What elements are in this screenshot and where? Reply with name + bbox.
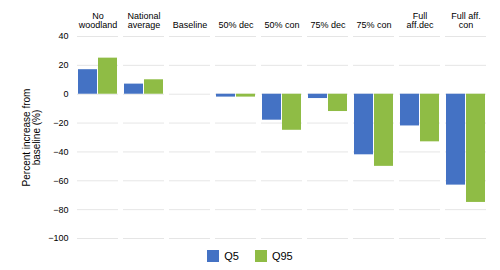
html-text:Q95: Q95: [271, 250, 293, 262]
svg-text:75% con: 75% con: [356, 20, 391, 30]
svg-text:−100: −100: [48, 233, 68, 243]
svg-text:40: 40: [58, 31, 68, 41]
html-text:Q5: Q5: [224, 250, 239, 262]
svg-text:Full aff.con: Full aff.con: [451, 11, 480, 30]
svg-text:50% dec: 50% dec: [218, 20, 254, 30]
svg-text:Fullaff.dec: Fullaff.dec: [407, 11, 434, 30]
svg-text:Baseline: Baseline: [173, 20, 208, 30]
svg-text:−20: −20: [53, 118, 68, 128]
svg-text:20: 20: [58, 60, 68, 70]
svg-text:50% con: 50% con: [264, 20, 299, 30]
svg-text:−60: −60: [53, 176, 68, 186]
svg-text:Nowoodland: Nowoodland: [78, 11, 118, 30]
svg-text:−80: −80: [53, 205, 68, 215]
svg-text:−40: −40: [53, 147, 68, 157]
svg-text:Nationalaverage: Nationalaverage: [127, 11, 160, 30]
svg-text:75% dec: 75% dec: [310, 20, 346, 30]
svg-text:0: 0: [63, 89, 68, 99]
svg-text:Percent increase frombaseline: Percent increase frombaseline (%): [21, 89, 42, 187]
